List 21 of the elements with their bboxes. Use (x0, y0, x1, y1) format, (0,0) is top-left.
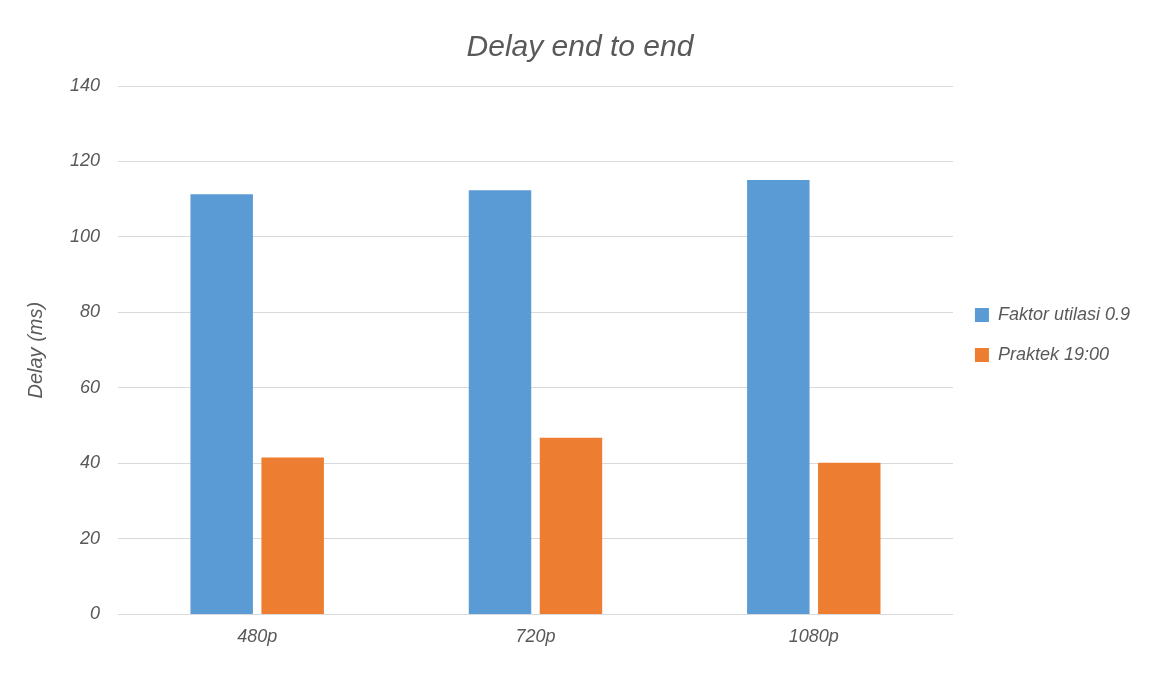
legend-label: Faktor utilasi 0.9 (997, 304, 1131, 324)
x-tick-label: 480p (237, 626, 278, 647)
y-tick-label: 100 (69, 225, 101, 246)
bar (261, 457, 324, 614)
y-tick-label: 120 (69, 150, 101, 171)
y-tick-label: 60 (80, 376, 101, 397)
y-tick-label: 40 (80, 452, 101, 473)
y-tick-label: 140 (69, 75, 101, 95)
y-tick-label: 20 (79, 527, 101, 548)
bar (468, 190, 532, 614)
y-tick-label: 0 (90, 603, 101, 624)
x-tick-label: 720p (515, 626, 556, 647)
bar (539, 437, 603, 614)
y-axis-title: Delay (ms) (23, 301, 46, 399)
legend-label: Praktek 19:00 (997, 344, 1110, 364)
chart-title: Delay end to end (466, 29, 695, 63)
x-tick-label: 1080p (788, 626, 839, 647)
y-tick-label: 80 (80, 301, 101, 322)
bar (818, 462, 881, 614)
bar (747, 179, 810, 614)
bar (190, 194, 253, 614)
